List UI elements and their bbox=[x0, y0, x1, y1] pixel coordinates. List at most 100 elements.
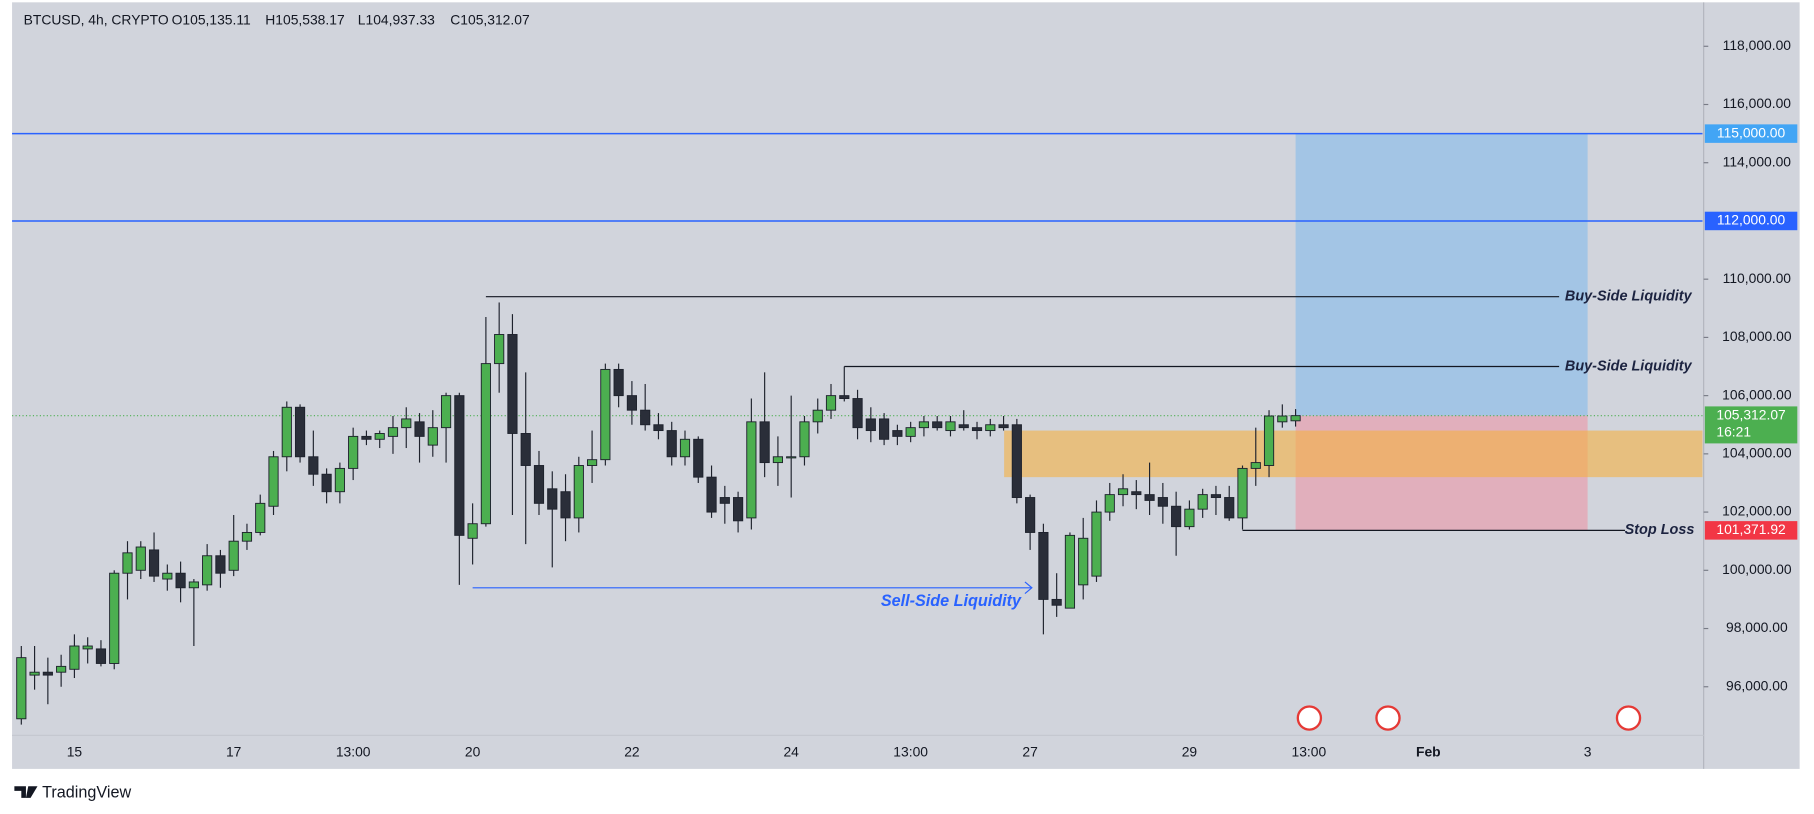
candle-body bbox=[1117, 488, 1129, 496]
candle-body bbox=[42, 671, 53, 676]
candle-body bbox=[215, 555, 226, 574]
candle-body bbox=[480, 363, 491, 525]
x-tick-label: 3 bbox=[1584, 743, 1592, 759]
candle-body bbox=[786, 456, 797, 459]
level-label: 115,000.00 bbox=[1717, 124, 1786, 140]
ohlc-value: O105,135.11 bbox=[172, 11, 251, 27]
candle-body bbox=[852, 398, 863, 429]
candle-body bbox=[1051, 598, 1062, 606]
brand: TradingView bbox=[42, 783, 131, 801]
candle-body bbox=[1263, 415, 1275, 466]
y-tick-label: 110,000.00 bbox=[1723, 270, 1792, 286]
candle-body bbox=[374, 433, 385, 440]
candle-body bbox=[586, 459, 598, 466]
candle-body bbox=[719, 497, 730, 504]
candle-body bbox=[573, 465, 584, 519]
candle-body bbox=[985, 424, 996, 432]
candle-body bbox=[175, 572, 186, 589]
y-tick-label: 104,000.00 bbox=[1722, 445, 1792, 461]
y-tick-label: 108,000.00 bbox=[1722, 328, 1792, 344]
candle-body bbox=[892, 430, 903, 437]
candle-body bbox=[1277, 415, 1288, 423]
candle-body bbox=[228, 540, 239, 571]
y-tick-label: 114,000.00 bbox=[1723, 153, 1792, 169]
symbol: BTCUSD, 4h, CRYPTO bbox=[24, 11, 169, 27]
candle-body bbox=[547, 488, 558, 510]
liquidity-label: Sell-Side Liquidity bbox=[881, 592, 1022, 610]
candle-body bbox=[361, 435, 372, 440]
candle-body bbox=[998, 424, 1009, 429]
candle-body bbox=[560, 491, 571, 519]
event-icon[interactable] bbox=[1615, 705, 1642, 731]
candle-body bbox=[1210, 494, 1222, 498]
ohlc-value: H105,538.17 bbox=[265, 11, 345, 27]
candle-body bbox=[348, 435, 359, 469]
candle-body bbox=[1197, 494, 1208, 510]
candle-body bbox=[733, 497, 744, 522]
candle-body bbox=[1144, 494, 1155, 501]
candle-body bbox=[202, 555, 213, 586]
candle-body bbox=[494, 334, 505, 365]
arrow-head bbox=[1024, 581, 1033, 594]
candle-body bbox=[507, 334, 518, 434]
candle-body bbox=[1064, 534, 1076, 609]
liquidity-label: Buy-Side Liquidity bbox=[1565, 288, 1693, 304]
x-tick-label: 15 bbox=[67, 743, 83, 759]
y-tick-label: 106,000.00 bbox=[1722, 386, 1792, 402]
candle-body bbox=[1250, 462, 1261, 469]
candle-body bbox=[1078, 537, 1089, 586]
candle-body bbox=[82, 645, 93, 650]
event-icon[interactable] bbox=[1296, 705, 1323, 731]
candle-body bbox=[839, 395, 850, 400]
candle-body bbox=[29, 671, 40, 676]
candle-body bbox=[255, 502, 266, 533]
candle-body bbox=[666, 430, 677, 458]
demand-zone bbox=[1004, 430, 1703, 478]
candle-body bbox=[162, 572, 173, 580]
candle-body bbox=[1131, 491, 1142, 496]
level-label-bg bbox=[1704, 124, 1798, 143]
candle-body bbox=[653, 424, 664, 432]
stop-label-bg bbox=[1704, 521, 1798, 540]
candle-body bbox=[799, 421, 810, 458]
plot: Buy-Side Liquidity Buy-Side Liquidity Sell… bbox=[12, 132, 1703, 725]
candle-body bbox=[520, 433, 531, 466]
y-tick-label: 96,000.00 bbox=[1726, 677, 1788, 693]
brand-logo bbox=[14, 786, 38, 798]
candle-body bbox=[1184, 508, 1195, 528]
candle-body bbox=[294, 406, 306, 458]
candle-body bbox=[109, 572, 120, 664]
x-tick-label: Feb bbox=[1416, 743, 1441, 759]
event-icon[interactable] bbox=[1375, 705, 1401, 731]
price-label-bg bbox=[1704, 406, 1798, 444]
candle-body bbox=[308, 456, 319, 475]
candle-body bbox=[440, 395, 452, 429]
candle-body bbox=[879, 418, 890, 440]
candle-body bbox=[600, 368, 611, 461]
target-zone bbox=[1295, 133, 1588, 416]
ohlc-value: C105,312.07 bbox=[450, 11, 530, 27]
candle-body bbox=[401, 418, 412, 429]
candle-body bbox=[693, 438, 704, 478]
candle-body bbox=[626, 395, 637, 411]
candle-body bbox=[1157, 497, 1168, 507]
candle-body bbox=[945, 421, 956, 432]
stop-loss-text: Stop Loss bbox=[1625, 522, 1695, 538]
candle-body bbox=[241, 531, 253, 542]
candle-body bbox=[1038, 531, 1049, 600]
x-tick-label: 24 bbox=[783, 743, 799, 759]
candle-body bbox=[812, 409, 823, 423]
candle-body bbox=[905, 427, 916, 437]
candle-body bbox=[427, 427, 438, 446]
candle-body bbox=[640, 409, 651, 426]
x-tick-label: 13:00 bbox=[1292, 743, 1327, 759]
candle-body bbox=[1104, 494, 1115, 513]
candle-body bbox=[613, 368, 624, 397]
candle-body bbox=[135, 546, 146, 571]
candle-body bbox=[1011, 424, 1022, 498]
y-tick-label: 116,000.00 bbox=[1723, 95, 1792, 111]
x-tick-label: 20 bbox=[465, 743, 481, 759]
candle-body bbox=[1025, 497, 1036, 533]
